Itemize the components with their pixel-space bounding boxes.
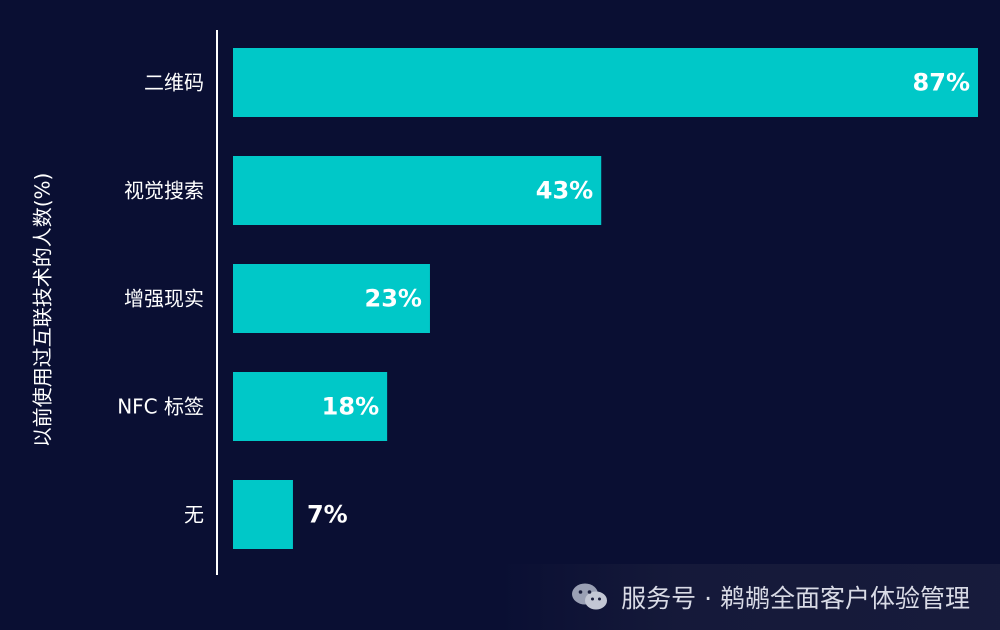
category-label: NFC 标签 [117,395,204,419]
bar [233,264,430,333]
category-label: 二维码 [144,71,204,95]
category-label: 无 [184,503,204,527]
value-label: 7% [307,501,348,529]
value-label: 23% [365,285,422,313]
category-label: 增强现实 [124,287,204,311]
bar [233,480,293,549]
value-label: 18% [322,393,379,421]
watermark-text: 服务号 · 鹈鹕全面客户体验管理 [621,584,970,613]
bar [233,372,388,441]
watermark: 服务号 · 鹈鹕全面客户体验管理 [500,564,1000,630]
bars-layer: 二维码 87% 视觉搜索 43% 增强现实 23% NFC 标签 18% 无 7% [117,48,978,549]
wechat-icon [571,582,609,612]
y-axis-title: 以前使用过互联技术的人数(%) [30,172,55,448]
value-label: 43% [536,177,593,205]
value-label: 87% [913,69,970,97]
bar [233,156,602,225]
category-label: 视觉搜索 [124,179,204,203]
bar [233,48,978,117]
